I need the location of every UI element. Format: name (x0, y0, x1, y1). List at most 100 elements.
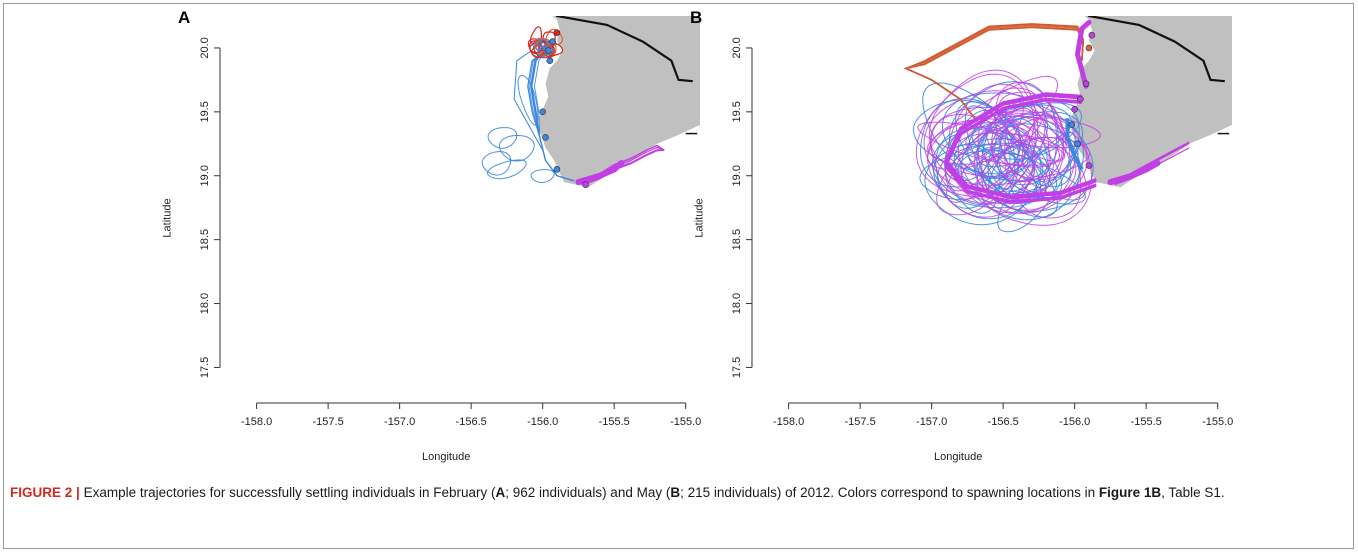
trajectory-blue (919, 150, 1019, 200)
trajectory-magenta (944, 93, 1097, 198)
trajectory-magenta (944, 83, 1025, 192)
trajectory-magenta (1004, 102, 1082, 219)
trajectory-magenta (976, 112, 1101, 149)
x-tick-label: -157.0 (384, 416, 415, 428)
y-tick-label: 18.5 (199, 229, 211, 250)
x-tick-label: -157.5 (313, 416, 344, 428)
spawning-location-dot (582, 181, 589, 188)
trajectory-orange (904, 24, 1084, 119)
trajectory-magenta (977, 87, 1046, 202)
y-tick-label: 17.5 (199, 357, 211, 378)
spawning-location-dot (539, 108, 546, 116)
panel-b-label: B (690, 8, 703, 27)
trajectory-blue (517, 75, 539, 126)
caption-text: Example trajectories for successfully se… (84, 485, 1225, 500)
trajectory-magenta (1021, 113, 1063, 178)
y-tick-label: 19.5 (731, 101, 743, 122)
caption-part: Figure 1B (1098, 485, 1162, 500)
coastline (555, 16, 693, 83)
trajectory-blue (487, 127, 518, 149)
trajectory-blue (529, 45, 575, 182)
trajectory-magenta (923, 90, 1050, 205)
trajectory-blue (1065, 118, 1084, 171)
panel-b-plot: 17.5 18.0 18.5 19.0 19.5 20.0 -158.0 -157.5 -157… (731, 16, 1233, 428)
trajectory-blue (539, 39, 550, 48)
trajectory-blue (543, 47, 554, 56)
panel-a-xlabel: Longitude (422, 451, 471, 463)
trajectory-red (529, 26, 543, 45)
spawning-location-dot (1088, 31, 1096, 39)
x-tick-label: -156.5 (988, 416, 1019, 428)
spawning-location-dot (1085, 44, 1093, 52)
trajectory-blue (536, 38, 547, 48)
spawning-location-dot (542, 134, 549, 141)
trajectory-orange (903, 26, 1084, 119)
trajectory-magenta (926, 110, 1042, 165)
trajectory-blue (532, 40, 543, 50)
trajectory-orange (903, 26, 1084, 119)
trajectory-blue (498, 135, 535, 162)
spawning-location-dot (1085, 162, 1093, 169)
trajectory-blue (481, 150, 512, 176)
y-tick-label: 18.0 (731, 293, 743, 314)
x-tick-label: -158.0 (241, 416, 272, 428)
trajectory-blue (1004, 101, 1072, 188)
spawning-location-dot (553, 29, 561, 36)
y-tick-label: 20.0 (731, 37, 743, 58)
caption-part: , Table S1. (1161, 485, 1225, 500)
trajectory-magenta (575, 160, 625, 186)
trajectory-blue (971, 102, 1082, 160)
trajectory-magenta (961, 136, 1091, 186)
x-tick-label: -156.5 (456, 416, 487, 428)
spawning-location-dot (1068, 121, 1076, 128)
trajectory-blue (486, 159, 527, 180)
trajectory-orange (904, 23, 1084, 119)
x-tick-label: -156.0 (527, 416, 558, 428)
trajectory-magenta (927, 75, 1059, 171)
coastline (1087, 16, 1225, 83)
trajectory-blue (931, 126, 1020, 206)
panel-b-xlabel: Longitude (934, 451, 983, 463)
trajectory-magenta (944, 99, 1097, 204)
trajectory-orange (903, 26, 1084, 119)
trajectory-magenta (1107, 160, 1161, 186)
trajectory-orange (904, 23, 1084, 119)
trajectory-blue (941, 92, 1049, 178)
figure-separator: | (76, 485, 80, 500)
spawning-location-dot (545, 47, 552, 54)
caption-part: B (670, 485, 681, 500)
spawning-location-dot (546, 57, 554, 65)
spawning-location-dot (1071, 105, 1078, 113)
y-tick-label: 18.0 (199, 293, 211, 314)
trajectory-orange (904, 23, 1084, 119)
x-tick-label: -156.0 (1059, 416, 1090, 428)
trajectory-magenta (936, 107, 1035, 216)
spawning-location-dot (1077, 95, 1084, 103)
y-tick-label: 20.0 (199, 37, 211, 58)
trajectory-blue (513, 47, 544, 151)
trajectory-magenta (947, 132, 1077, 214)
y-tick-label: 19.0 (731, 165, 743, 186)
x-tick-label: -155.0 (1202, 416, 1233, 428)
spawning-location-dot (1074, 140, 1081, 148)
island-land (1070, 16, 1232, 188)
panel-a-plot: 17.5 18.0 18.5 19.0 19.5 20.0 -158.0 -157.5 -157… (199, 16, 701, 428)
trajectory-magenta (994, 81, 1058, 193)
y-tick-label: 19.0 (199, 165, 211, 186)
panel-b: B Latitude Longitude 17.5 18.0 18.5 19.0 19.… (690, 8, 1262, 478)
x-tick-label: -155.0 (670, 416, 701, 428)
island-land (538, 16, 700, 188)
spawning-location-dot (1082, 80, 1090, 88)
trajectory-blue (530, 169, 555, 184)
x-tick-label: -155.5 (599, 416, 630, 428)
plot-area (903, 16, 1232, 233)
trajectory-blue (997, 118, 1048, 186)
trajectory-orange (903, 24, 1084, 119)
x-tick-label: -158.0 (773, 416, 804, 428)
y-tick-label: 19.5 (199, 101, 211, 122)
y-tick-label: 17.5 (731, 357, 743, 378)
figure-frame (3, 3, 1354, 549)
panel-a: A Latitude Longitude 17.5 18.0 18.5 19.0 19.… (162, 8, 730, 478)
y-tick-label: 18.5 (731, 229, 743, 250)
spawning-location-dot (549, 38, 556, 45)
